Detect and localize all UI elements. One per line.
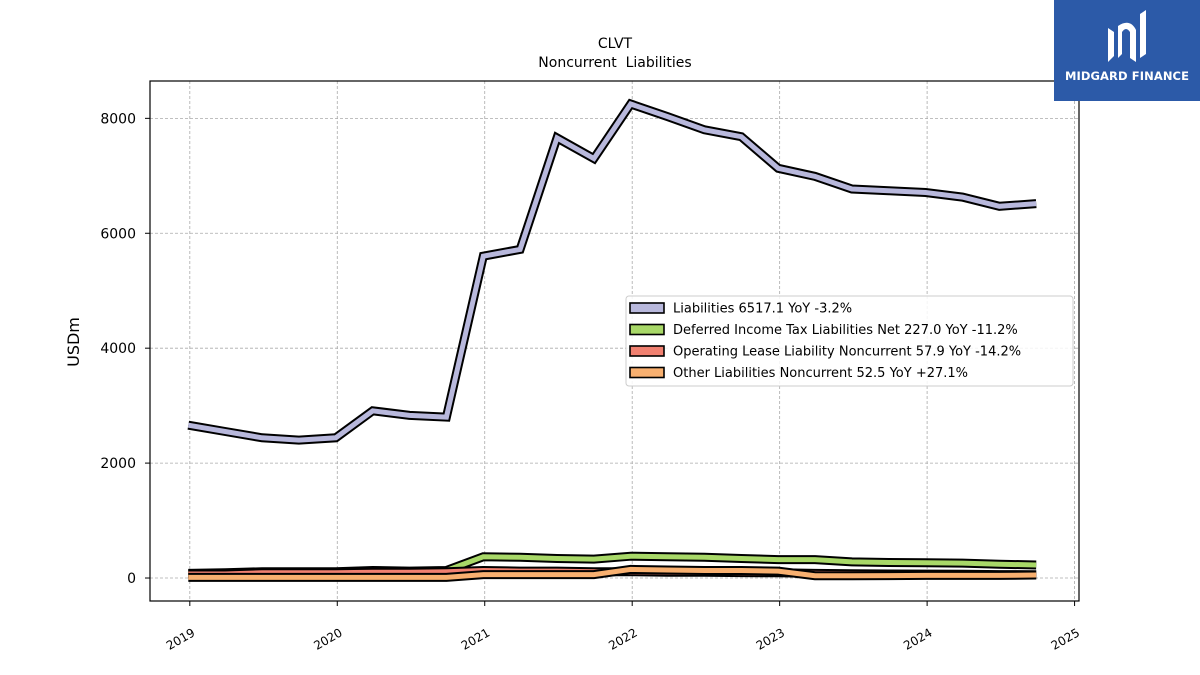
plot-frame	[149, 80, 1080, 602]
legend-swatch-other-liabilities-noncurrent	[629, 366, 665, 379]
legend: Liabilities 6517.1 YoY -3.2% Deferred Inc…	[625, 295, 1074, 387]
legend-swatch-operating-lease-liability-noncurrent	[629, 345, 665, 357]
x-tick-label: 2024	[901, 625, 934, 652]
series-layer	[187, 98, 1037, 582]
other-liabilities-noncurrent-line	[188, 566, 1037, 580]
x-axis: 2019 2020 2021 2022 2023 2024 2025	[164, 601, 1082, 653]
y-axis-label: USDm	[64, 317, 83, 367]
chart-subtitle: Noncurrent Liabilities	[538, 55, 691, 71]
x-tick-label: 2022	[606, 625, 639, 652]
liabilities-line-outline	[187, 98, 1037, 445]
legend-swatch-liabilities	[629, 302, 665, 314]
midgard-finance-logo-icon	[1108, 10, 1146, 62]
liabilities-line	[187, 101, 1037, 443]
y-tick-label: 0	[127, 571, 136, 587]
legend-box	[625, 295, 1074, 387]
legend-label-operating-lease-liability-noncurrent: Operating Lease Liability Noncurrent 57.…	[673, 345, 1021, 360]
y-tick-label: 8000	[100, 111, 136, 127]
y-tick-label: 2000	[100, 456, 136, 472]
legend-label-liabilities: Liabilities 6517.1 YoY -3.2%	[673, 302, 852, 317]
legend-label-other-liabilities-noncurrent: Other Liabilities Noncurrent 52.5 YoY +2…	[673, 366, 968, 381]
y-tick-label: 6000	[100, 226, 136, 242]
x-tick-label: 2025	[1049, 625, 1082, 652]
legend-swatch-deferred-income-tax-liabilities-net	[629, 323, 665, 336]
chart-title: CLVT	[598, 36, 633, 52]
x-tick-label: 2023	[754, 625, 787, 652]
brand-logo: MIDGARD FINANCE	[1054, 0, 1200, 101]
logo-text: MIDGARD FINANCE	[1064, 69, 1190, 83]
x-tick-label: 2019	[164, 625, 197, 652]
y-tick-label: 4000	[100, 341, 136, 357]
x-tick-label: 2021	[459, 625, 492, 652]
x-tick-label: 2020	[311, 625, 344, 652]
y-axis: 0 2000 4000 6000 8000	[100, 111, 150, 587]
legend-label-deferred-income-tax-liabilities-net: Deferred Income Tax Liabilities Net 227.…	[673, 323, 1018, 338]
